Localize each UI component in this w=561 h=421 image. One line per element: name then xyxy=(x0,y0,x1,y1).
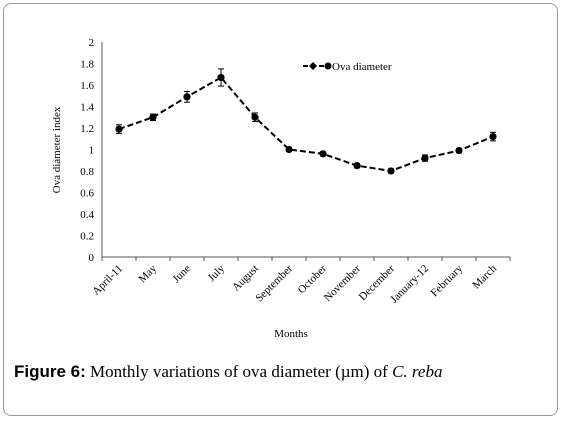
y-axis: 0 0.2 0.4 0.6 0.8 1 1.2 1.4 1.6 1.8 2 xyxy=(80,37,103,264)
x-tick-label: June xyxy=(170,263,193,286)
data-point xyxy=(421,154,429,162)
y-tick-label: 0.8 xyxy=(80,166,94,178)
plot-area xyxy=(115,68,497,175)
figure-caption: Figure 6: Monthly variations of ova diam… xyxy=(14,362,544,382)
data-point xyxy=(353,162,361,170)
data-point xyxy=(489,133,497,141)
figure-frame xyxy=(3,3,558,416)
y-tick-label: 1.8 xyxy=(80,59,94,71)
y-axis-title: Ova diameter index xyxy=(51,106,63,193)
x-tick-label: July xyxy=(206,262,228,284)
data-point xyxy=(183,93,191,101)
data-point xyxy=(251,113,259,121)
y-tick-label: 0.4 xyxy=(80,209,94,221)
y-tick-label: 0.2 xyxy=(80,231,94,243)
data-point xyxy=(319,150,327,158)
y-tick-label: 1.2 xyxy=(80,123,94,135)
x-axis-title: Months xyxy=(274,328,308,340)
legend: Ova diameter xyxy=(303,61,392,73)
caption-label: Figure 6: xyxy=(14,362,86,381)
y-tick-label: 1.6 xyxy=(80,80,94,92)
y-tick-label: 2 xyxy=(89,37,95,49)
legend-diamond-marker xyxy=(309,62,317,70)
x-tick-label: May xyxy=(136,262,159,285)
caption-text: Monthly variations of ova diameter (µm) … xyxy=(85,362,393,381)
x-tick-label: September xyxy=(253,262,295,304)
data-point xyxy=(455,146,463,155)
caption-species: C. reba xyxy=(392,362,443,381)
data-point xyxy=(387,167,395,175)
data-point xyxy=(285,145,293,154)
data-point xyxy=(149,113,157,121)
x-tick-label: March xyxy=(470,262,499,291)
legend-label: Ova diameter xyxy=(332,61,392,73)
x-tick-label: October xyxy=(296,262,330,296)
x-tick-label: August xyxy=(230,263,261,294)
line-chart: 0 0.2 0.4 0.6 0.8 1 1.2 1.4 1.6 1.8 2 April-11 May J… xyxy=(51,37,511,340)
x-tick-label: April-11 xyxy=(90,263,125,298)
x-tick-label: November xyxy=(322,262,364,304)
y-tick-label: 1 xyxy=(89,145,95,157)
y-tick-label: 0 xyxy=(89,252,95,264)
y-tick-label: 0.6 xyxy=(80,188,94,200)
legend-circle-marker xyxy=(324,62,332,70)
series-line xyxy=(118,76,494,173)
data-point xyxy=(217,73,225,82)
data-point xyxy=(115,125,123,133)
y-tick-label: 1.4 xyxy=(80,102,94,114)
x-tick-label: February xyxy=(429,262,466,299)
